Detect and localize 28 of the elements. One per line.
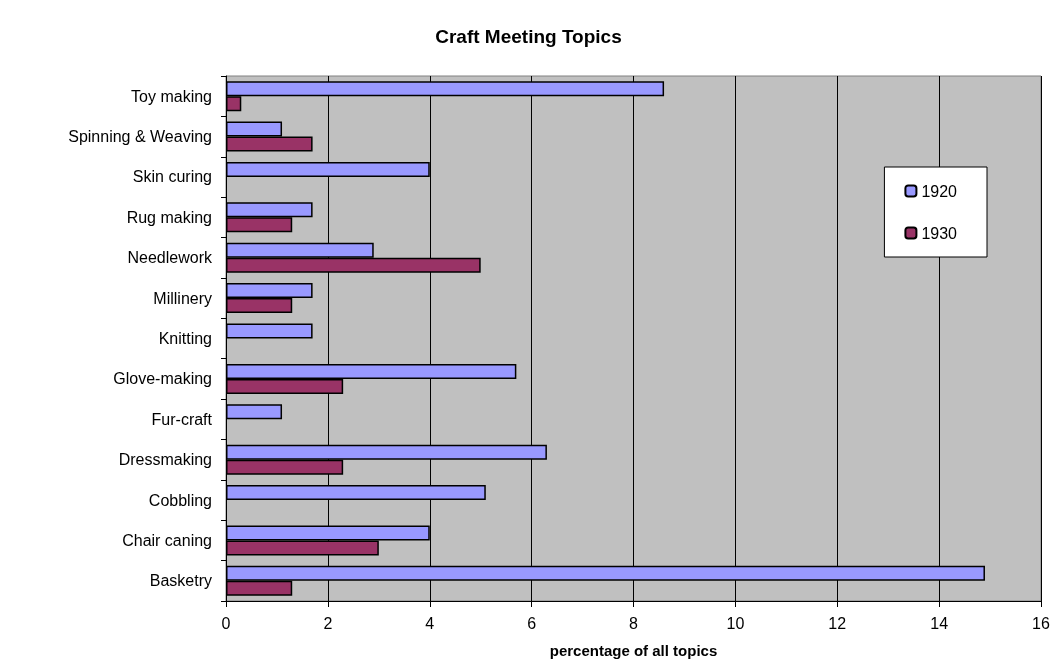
bar [226, 323, 313, 339]
legend-label: 1930 [921, 224, 958, 242]
bar [226, 404, 283, 420]
legend-label: 1920 [921, 182, 958, 200]
y-tick-label: Cobbling [148, 491, 212, 509]
x-axis-title: percentage of all topics [549, 642, 718, 659]
y-tick-label: Knitting [158, 330, 212, 347]
y-tick-label: Basketry [149, 572, 212, 590]
y-tick-label: Spinning & Weaving [68, 128, 212, 146]
x-tick-label: 14 [930, 614, 949, 632]
y-tick-label: Toy making [131, 87, 212, 105]
x-tick-label: 12 [828, 614, 847, 632]
y-tick-label: Dressmaking [118, 451, 212, 469]
x-tick-label: 16 [1032, 614, 1050, 632]
y-tick-label: Fur-craft [151, 410, 213, 428]
y-tick-label: Millinery [153, 289, 212, 307]
y-tick-label: Needlework [127, 249, 213, 267]
x-tick-label: 2 [323, 614, 333, 632]
x-tick-label: 4 [425, 614, 435, 632]
y-tick-label: Rug making [126, 208, 212, 226]
y-tick-label: Chair caning [122, 531, 212, 549]
x-tick-label: 0 [221, 614, 231, 632]
x-tick-label: 8 [629, 614, 639, 632]
chart-title: Craft Meeting Topics [435, 26, 622, 47]
y-tick-label: Glove-making [113, 370, 212, 388]
x-tick-label: 10 [726, 614, 745, 632]
y-tick-label: Skin curing [132, 168, 212, 186]
x-tick-label: 6 [527, 614, 537, 632]
